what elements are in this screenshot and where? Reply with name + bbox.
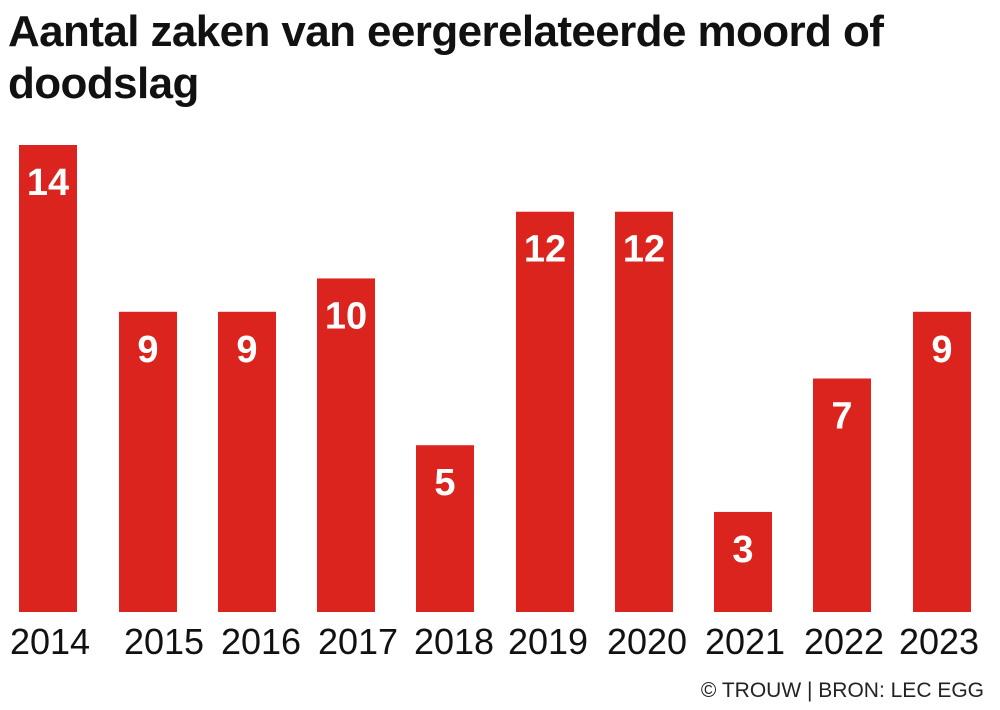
x-tick-label-2021: 2021 — [705, 621, 785, 662]
x-tick-label-2015: 2015 — [124, 621, 204, 662]
x-tick-label-2017: 2017 — [318, 621, 398, 662]
value-label-2014: 14 — [27, 162, 69, 204]
chart-title: Aantal zaken van eergerelateerde moord o… — [8, 7, 884, 108]
value-label-2019: 12 — [524, 229, 566, 271]
x-axis-tick-labels: 2014 2015 2016 2017 2018 2019 2020 2021 2022 2023 — [10, 621, 979, 662]
bar-2015 — [119, 311, 177, 612]
value-label-2018: 5 — [434, 462, 455, 504]
x-tick-label-2023: 2023 — [899, 621, 979, 662]
bar-2021 — [714, 511, 772, 612]
x-tick-label-2020: 2020 — [607, 621, 687, 662]
bar-2018 — [416, 445, 474, 612]
value-label-2017: 10 — [325, 295, 367, 337]
value-label-2022: 7 — [831, 396, 852, 438]
value-labels: 14 9 9 10 5 12 12 3 7 9 — [27, 162, 953, 571]
bars — [19, 145, 971, 612]
source-credit: © TROUW | BRON: LEC EGG — [700, 679, 984, 702]
bar-2014 — [19, 145, 77, 612]
value-label-2016: 9 — [236, 329, 257, 371]
x-tick-label-2022: 2022 — [804, 621, 884, 662]
bar-2019 — [516, 211, 574, 612]
bar-2017 — [317, 278, 375, 612]
value-label-2021: 3 — [732, 529, 753, 571]
bar-2016 — [218, 311, 276, 612]
bar-2020 — [615, 211, 673, 612]
value-label-2015: 9 — [137, 329, 158, 371]
x-tick-label-2014: 2014 — [10, 621, 90, 662]
x-tick-label-2018: 2018 — [414, 621, 494, 662]
bar-2023 — [913, 311, 971, 612]
x-tick-label-2019: 2019 — [508, 621, 588, 662]
x-tick-label-2016: 2016 — [221, 621, 301, 662]
value-label-2023: 9 — [931, 329, 952, 371]
value-label-2020: 12 — [623, 229, 665, 271]
bar-2022 — [813, 378, 871, 612]
